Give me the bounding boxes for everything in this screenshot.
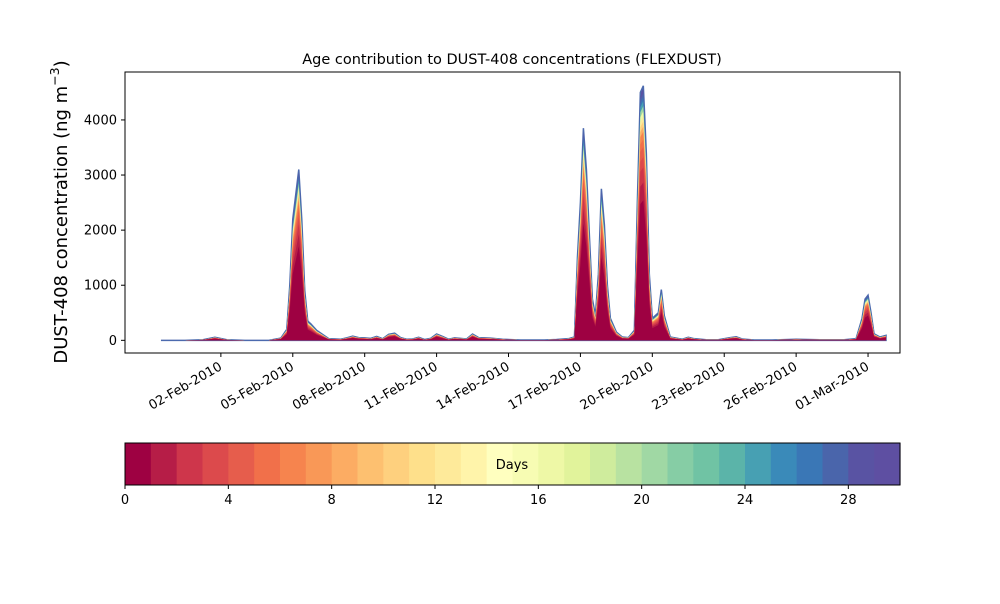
colorbar-swatch [564,443,591,485]
x-tick-label: 20-Feb-2010 [578,359,657,413]
area-layers [160,85,887,342]
area-layer-28 [160,89,887,341]
colorbar-tick-label: 12 [427,493,444,508]
y-tick-label: 0 [109,334,117,349]
y-tick-label: 1000 [84,279,117,294]
x-tick-label: 05-Feb-2010 [218,359,297,413]
x-tick-label: 01-Mar-2010 [793,359,872,413]
area-layer-6 [160,131,887,341]
colorbar-label: Days [496,458,529,473]
colorbar-tick-label: 28 [840,493,857,508]
y-axis-label: DUST-408 concentration (ng m−3) [47,60,72,363]
colorbar-frame [124,442,901,486]
x-tick-label: 17-Feb-2010 [506,359,585,413]
colorbar-swatch [512,443,539,485]
colorbar-swatch [383,443,410,485]
x-tick-label: 11-Feb-2010 [362,359,441,413]
colorbar-tick-label: 8 [328,493,336,508]
colorbar-swatch [822,443,849,485]
colorbar-swatch [745,443,772,485]
colorbar-tick-label: 20 [633,493,650,508]
y-axis-label-close: ) [51,60,72,67]
area-layer-26 [160,97,887,341]
colorbar-swatch [641,443,669,485]
colorbar-swatch [280,443,307,485]
colorbar-swatch [693,443,720,485]
x-tick-label: 08-Feb-2010 [290,359,369,413]
y-axis: 0 1000 2000 3000 4000 [84,113,125,349]
colorbar-swatch [254,443,281,485]
colorbar-tick-label: 16 [530,493,547,508]
colorbar-swatch [202,443,229,485]
colorbar-tick-label: 4 [224,493,232,508]
area-layer-20 [160,106,887,341]
y-tick-label: 2000 [84,224,117,239]
colorbar-swatch [409,443,436,485]
colorbar-swatch [874,443,901,485]
x-tick-label: 14-Feb-2010 [434,359,513,413]
area-layer-24 [160,101,887,341]
colorbar-tick-label: 0 [121,493,129,508]
chart-title: Age contribution to DUST-408 concentrati… [302,52,722,68]
y-axis-label-text: DUST-408 concentration (ng m [51,86,72,364]
y-axis-label-unit-exponent: −3 [47,67,62,85]
x-tick-label: 26-Feb-2010 [722,359,801,413]
area-layer-2 [160,167,887,341]
y-tick-label: 3000 [84,169,117,184]
y-tick-label: 4000 [84,113,117,128]
area-layer-12 [160,116,887,341]
colorbar-swatch [228,443,255,485]
x-axis: 02-Feb-201005-Feb-201008-Feb-201011-Feb-… [146,353,872,414]
colorbar-swatch [357,443,384,485]
area-layer-4 [160,146,887,341]
colorbar-swatch [435,443,462,485]
area-layer-0 [160,200,887,341]
svg-text:DUST-408 concentration (ng m−3: DUST-408 concentration (ng m−3) [47,60,72,363]
colorbar-swatch [848,443,875,485]
plot-frame [124,71,901,354]
colorbar-swatch [590,443,617,485]
area-layer-5 [160,139,887,341]
colorbar-swatch [331,443,359,485]
colorbar-tick-label: 24 [737,493,754,508]
x-tick-label: 23-Feb-2010 [650,359,729,413]
x-tick-label: 02-Feb-2010 [146,359,225,413]
colorbar-swatch [305,443,333,485]
colorbar-swatch [460,443,488,485]
colorbar-swatch [176,443,204,485]
colorbar-swatch [667,443,694,485]
colorbar-swatch [538,443,565,485]
area-layer-10 [160,121,887,341]
colorbar-swatch [719,443,746,485]
area-layer-8 [160,126,887,341]
colorbar-swatch [770,443,798,485]
colorbar-swatch [125,443,152,485]
colorbar-swatch [796,443,824,485]
colorbar-swatch [150,443,178,485]
area-layer-27 [160,93,887,341]
colorbar: 0 4 8 12 16 20 24 28 [121,442,901,508]
colorbar-swatch [615,443,643,485]
area-layer-29 [160,85,887,342]
area-layer-16 [160,111,887,341]
area-layer-1 [160,182,887,341]
area-layer-3 [160,157,887,341]
colorbar-swatch [486,443,514,485]
